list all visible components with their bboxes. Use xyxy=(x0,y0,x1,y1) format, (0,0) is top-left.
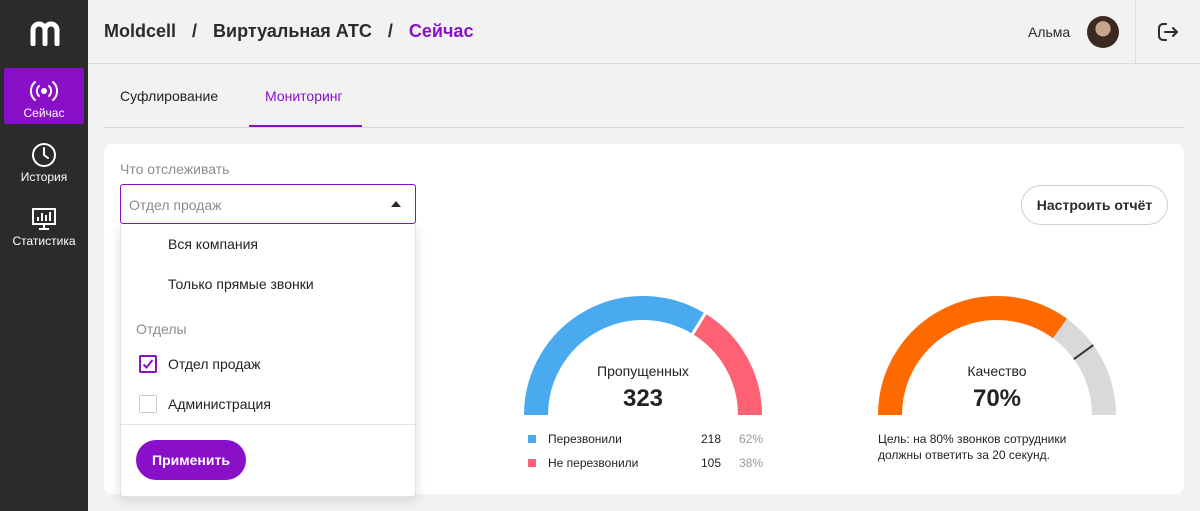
top-bar: Moldcell / Виртуальная АТС / Сейчас Альма xyxy=(88,0,1200,64)
missed-title: Пропущенных xyxy=(597,363,689,379)
breadcrumb-item-company[interactable]: Moldcell xyxy=(104,21,177,41)
dropdown-divider xyxy=(121,424,415,425)
quality-gauge: Качество 70% xyxy=(877,295,1117,420)
caret-up-icon xyxy=(391,201,401,207)
tab-prompting[interactable]: Суфлирование xyxy=(120,88,219,104)
legend-swatch-red xyxy=(528,459,536,467)
nav-label-statistics: Статистика xyxy=(12,234,76,248)
missed-calls-gauge: Пропущенных 323 xyxy=(523,295,763,420)
avatar[interactable] xyxy=(1087,16,1119,48)
missed-segment-not-called-back xyxy=(692,313,762,416)
filter-select[interactable]: Отдел продаж xyxy=(120,184,416,224)
header-divider xyxy=(1135,0,1136,64)
quality-title: Качество xyxy=(967,363,1027,379)
nav-item-now[interactable]: Сейчас xyxy=(4,68,84,124)
chart-monitor-icon xyxy=(32,208,56,230)
configure-report-button[interactable]: Настроить отчёт xyxy=(1021,185,1168,225)
quality-goal-note: Цель: на 80% звонков сотрудники должны о… xyxy=(878,432,1067,462)
nav-item-history[interactable]: История xyxy=(4,132,84,188)
breadcrumb-separator: / xyxy=(192,21,198,41)
missed-value: 323 xyxy=(622,385,664,412)
clock-icon xyxy=(32,143,56,167)
checkbox-sales-department[interactable] xyxy=(139,355,157,373)
legend-label: Не перезвонили xyxy=(548,456,639,470)
missed-segment-called-back xyxy=(524,296,706,416)
active-tab-indicator xyxy=(249,125,362,127)
filter-select-value: Отдел продаж xyxy=(129,197,222,213)
legend-count: 218 xyxy=(701,432,722,446)
breadcrumb-item-pbx[interactable]: Виртуальная АТС xyxy=(213,21,372,41)
option-direct-calls[interactable]: Только прямые звонки xyxy=(168,276,314,292)
broadcast-icon xyxy=(30,81,58,101)
filter-dropdown-menu: Вся компания Только прямые звонки Отделы… xyxy=(120,224,416,497)
legend-swatch-blue xyxy=(528,435,536,443)
legend-label: Перезвонили xyxy=(548,432,622,446)
legend-percent: 62% xyxy=(739,432,764,446)
legend-count: 105 xyxy=(701,456,722,470)
missed-calls-arc xyxy=(524,296,762,416)
logout-icon[interactable] xyxy=(1156,20,1180,44)
option-sales-department[interactable]: Отдел продаж xyxy=(168,356,261,372)
departments-section-title: Отделы xyxy=(136,321,187,337)
checkmark-icon xyxy=(142,359,154,369)
breadcrumb-separator: / xyxy=(387,21,393,41)
nav-item-statistics[interactable]: Статистика xyxy=(4,196,84,252)
tab-bar: Суфлирование Мониторинг xyxy=(104,64,1184,128)
legend-percent: 38% xyxy=(739,456,764,470)
quality-segment-filled xyxy=(878,296,1067,416)
apply-button[interactable]: Применить xyxy=(136,440,246,480)
breadcrumb-item-current: Сейчас xyxy=(408,21,474,41)
quality-arc xyxy=(878,296,1116,416)
moldcell-logo[interactable] xyxy=(30,20,60,46)
checkbox-administration[interactable] xyxy=(139,395,157,413)
missed-segment-gap xyxy=(690,311,707,336)
quality-value: 70% xyxy=(972,385,1022,412)
nav-label-history: История xyxy=(20,170,68,184)
user-name[interactable]: Альма xyxy=(1028,24,1071,40)
legend-row-not-called-back: Не перезвонили 105 38% xyxy=(528,456,768,472)
legend-row-called-back: Перезвонили 218 62% xyxy=(528,432,768,448)
option-whole-company[interactable]: Вся компания xyxy=(168,236,259,252)
option-administration[interactable]: Администрация xyxy=(168,396,271,412)
tab-monitoring[interactable]: Мониторинг xyxy=(265,88,343,104)
filter-label: Что отслеживать xyxy=(120,161,230,177)
quality-target-marker xyxy=(1073,344,1094,360)
nav-label-now: Сейчас xyxy=(23,106,65,120)
breadcrumb: Moldcell / Виртуальная АТС / Сейчас xyxy=(104,21,473,42)
sidebar: Сейчас История Статистика xyxy=(0,0,88,511)
